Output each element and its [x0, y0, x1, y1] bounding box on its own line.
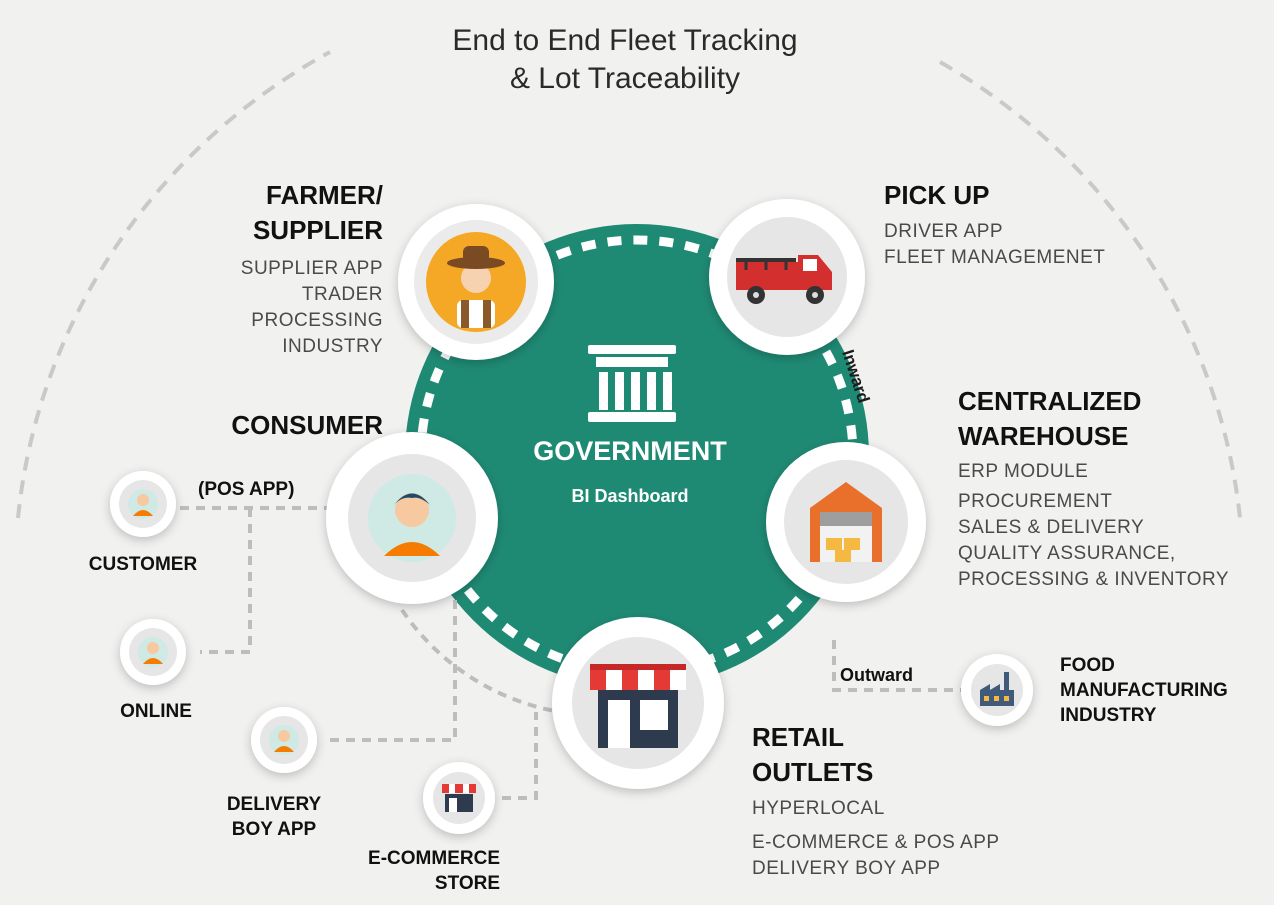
- consumer-title: CONSUMER: [231, 410, 383, 440]
- online-label: ONLINE: [66, 699, 246, 724]
- customer-label: CUSTOMER: [53, 552, 233, 577]
- mini-store-icon: [442, 784, 476, 812]
- pickup-items: DRIVER APP FLEET MANAGEMENET: [884, 219, 1105, 271]
- farmer-item: PROCESSING: [251, 310, 383, 331]
- food-industry-label: FOOD MANUFACTURING INDUSTRY: [1060, 653, 1228, 728]
- pickup-item: DRIVER APP: [884, 221, 1004, 242]
- farmer-item: SUPPLIER APP: [240, 258, 383, 279]
- pickup-title: PICK UP: [884, 180, 990, 210]
- customer-label-text: CUSTOMER: [88, 554, 198, 575]
- retail-item: HYPERLOCAL: [752, 798, 885, 819]
- ecommerce-label-line: STORE: [434, 873, 500, 894]
- page-title: End to End Fleet Tracking & Lot Traceabi…: [0, 22, 1250, 98]
- customer-person-icon: [133, 494, 153, 516]
- warehouse-item: SALES & DELIVERY: [958, 517, 1145, 538]
- outer-dashed-arc-right: [939, 60, 1242, 519]
- farmer-title-line-1: FARMER/: [266, 180, 383, 210]
- warehouse-icon: [810, 482, 882, 562]
- title-line-2: & Lot Traceability: [509, 62, 741, 95]
- consumer-node[interactable]: [326, 432, 498, 604]
- truck-icon: [736, 255, 832, 304]
- farmer-icon: [447, 246, 505, 328]
- customer-node[interactable]: [110, 471, 176, 537]
- factory-icon: [980, 672, 1014, 706]
- warehouse-item: QUALITY ASSURANCE,: [958, 543, 1176, 564]
- delivery-label-line: BOY APP: [231, 819, 317, 840]
- warehouse-title-line-1: CENTRALIZED: [958, 386, 1142, 416]
- farmer-title-line-2: SUPPLIER: [252, 215, 383, 245]
- store-icon: [590, 664, 686, 748]
- warehouse-item: ERP MODULE: [958, 461, 1089, 482]
- retail-item: E-COMMERCE & POS APP: [752, 832, 1000, 853]
- delivery-person-icon: [274, 730, 294, 752]
- delivery-label-line: DELIVERY: [226, 794, 322, 815]
- warehouse-item: PROCESSING & INVENTORY: [958, 569, 1230, 590]
- delivery-boy-node[interactable]: [251, 707, 317, 773]
- retail-title-line-1: RETAIL: [752, 722, 844, 752]
- online-person-icon: [143, 642, 163, 664]
- online-label-text: ONLINE: [120, 701, 192, 722]
- pickup-node[interactable]: [709, 199, 865, 355]
- title-line-1: End to End Fleet Tracking: [452, 24, 798, 57]
- hub-title: GOVERNMENT: [533, 436, 727, 466]
- farmer-title: FARMER/ SUPPLIER: [253, 178, 383, 248]
- warehouse-title-line-2: WAREHOUSE: [958, 421, 1129, 451]
- retail-node[interactable]: [552, 617, 724, 789]
- retail-item: DELIVERY BOY APP: [752, 858, 941, 879]
- food-label-line: MANUFACTURING: [1060, 680, 1228, 701]
- warehouse-items: ERP MODULE PROCUREMENT SALES & DELIVERY …: [958, 459, 1229, 593]
- farmer-node[interactable]: [398, 204, 554, 360]
- online-node[interactable]: [120, 619, 186, 685]
- ecommerce-store-node[interactable]: [423, 762, 495, 834]
- person-icon: [384, 493, 440, 556]
- pickup-item: FLEET MANAGEMENET: [884, 247, 1106, 268]
- outward-label: Outward: [840, 665, 914, 685]
- warehouse-item: PROCUREMENT: [958, 491, 1113, 512]
- farmer-item: TRADER: [301, 284, 383, 305]
- pos-app-label: (POS APP): [198, 479, 295, 500]
- retail-title: RETAIL OUTLETS: [752, 720, 873, 790]
- farmer-items: SUPPLIER APP TRADER PROCESSING INDUSTRY: [241, 256, 383, 360]
- outer-dashed-arc: [16, 50, 331, 519]
- hub-subtitle: BI Dashboard: [571, 486, 688, 506]
- connector-lines: [180, 506, 962, 800]
- farmer-item: INDUSTRY: [282, 336, 383, 357]
- government-building-icon: [588, 345, 676, 422]
- food-label-line: FOOD: [1060, 655, 1115, 676]
- warehouse-node[interactable]: [766, 442, 926, 602]
- delivery-boy-label: DELIVERY BOY APP: [184, 792, 364, 842]
- warehouse-title: CENTRALIZED WAREHOUSE: [958, 384, 1141, 454]
- food-industry-node[interactable]: [961, 654, 1033, 726]
- food-label-line: INDUSTRY: [1060, 705, 1157, 726]
- ecommerce-label-line: E-COMMERCE: [368, 848, 500, 869]
- retail-title-line-2: OUTLETS: [752, 757, 874, 787]
- retail-items: HYPERLOCAL E-COMMERCE & POS APP DELIVERY…: [752, 796, 1000, 882]
- ecommerce-store-label: E-COMMERCE STORE: [368, 846, 500, 896]
